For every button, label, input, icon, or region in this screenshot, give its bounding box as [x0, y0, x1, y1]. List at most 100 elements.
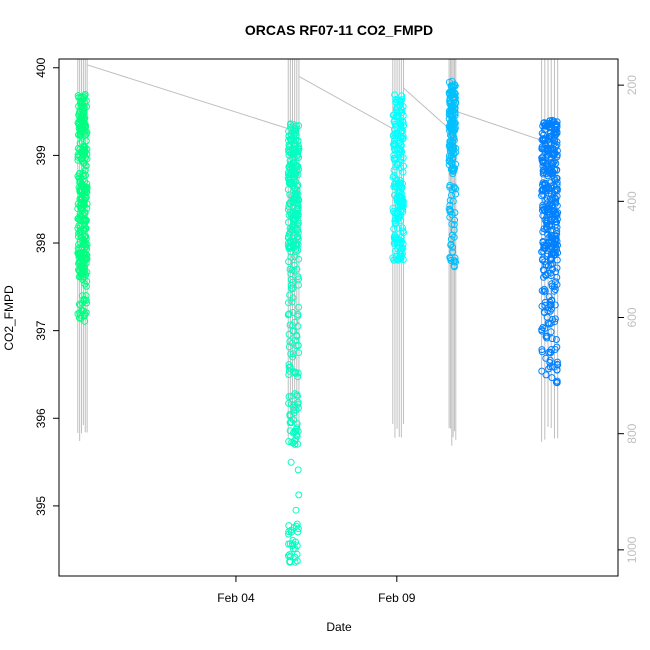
y2-tick-label: 200: [625, 75, 639, 95]
data-point: [546, 356, 554, 364]
data-point: [289, 128, 297, 136]
data-point: [544, 208, 552, 216]
data-point: [449, 248, 457, 256]
data-point: [290, 211, 298, 219]
data-point: [288, 298, 296, 306]
data-point: [538, 156, 546, 164]
data-point: [542, 261, 550, 269]
data-point: [292, 248, 300, 256]
data-point: [80, 142, 88, 150]
data-point: [549, 208, 556, 216]
data-point: [448, 220, 456, 228]
data-point: [81, 280, 89, 288]
data-point: [294, 400, 302, 408]
data-point: [287, 226, 295, 234]
data-point: [289, 350, 297, 358]
data-point: [449, 88, 457, 96]
data-point: [542, 354, 550, 362]
data-point: [286, 412, 294, 420]
data-point: [391, 146, 399, 154]
data-point: [285, 393, 293, 401]
pressure-transit-line: [455, 110, 542, 141]
data-point: [294, 373, 302, 381]
data-point: [397, 164, 405, 172]
data-point: [293, 431, 301, 439]
data-point: [542, 144, 550, 152]
data-point: [286, 558, 294, 566]
data-point: [289, 223, 297, 231]
y2-tick-label: 600: [625, 307, 639, 327]
y-axis-label: CO2_FMPD: [2, 285, 16, 351]
data-point: [392, 180, 400, 187]
data-point: [75, 125, 83, 133]
data-point: [77, 217, 85, 224]
data-point: [545, 348, 553, 356]
data-point: [554, 361, 562, 369]
data-point: [287, 458, 295, 466]
data-point: [286, 553, 294, 561]
data-point: [78, 138, 86, 146]
axes-layer: 395 396 397 398 399 400 200 400 600 800 1000 Feb 04…: [34, 57, 639, 605]
data-point: [544, 183, 552, 191]
data-point: [447, 240, 455, 248]
data-point: [399, 208, 407, 215]
data-point: [392, 174, 399, 182]
data-point: [285, 243, 293, 251]
data-point: [77, 94, 85, 102]
data-point: [552, 336, 560, 343]
data-points-layer: [74, 77, 562, 566]
data-point: [542, 333, 550, 340]
data-point: [544, 269, 552, 277]
data-point: [287, 210, 295, 218]
data-point: [290, 406, 298, 414]
data-point: [80, 120, 88, 128]
data-point: [547, 159, 555, 167]
data-point: [76, 108, 84, 116]
data-point: [544, 219, 551, 227]
data-point: [547, 231, 555, 239]
data-point: [449, 167, 457, 175]
data-point: [291, 440, 299, 448]
data-point: [82, 162, 90, 169]
data-point: [450, 149, 458, 157]
data-point: [285, 136, 292, 144]
data-point: [285, 199, 293, 207]
data-point: [540, 288, 548, 296]
data-point: [550, 158, 558, 166]
data-point: [80, 183, 88, 191]
data-point: [389, 111, 397, 119]
data-point: [286, 321, 294, 329]
data-point: [399, 244, 407, 252]
data-point: [286, 540, 294, 548]
data-point: [285, 363, 293, 371]
data-point: [391, 217, 399, 225]
data-point: [553, 151, 561, 159]
data-point: [292, 506, 300, 514]
data-point: [538, 287, 546, 295]
data-point: [544, 319, 552, 327]
data-point: [295, 491, 303, 499]
data-point: [397, 119, 405, 127]
data-point: [286, 338, 294, 345]
data-point: [294, 427, 302, 435]
data-point: [545, 304, 553, 311]
data-point: [399, 127, 407, 135]
data-point: [79, 226, 87, 234]
data-point: [399, 154, 407, 162]
data-point: [396, 102, 404, 109]
data-point: [551, 186, 559, 194]
data-point: [392, 98, 400, 106]
data-point: [450, 133, 457, 140]
data-point: [450, 183, 458, 191]
data-point: [293, 167, 301, 175]
data-point: [547, 132, 555, 140]
data-point: [549, 265, 557, 273]
data-point: [399, 168, 407, 176]
data-point: [553, 202, 561, 210]
data-point: [545, 184, 553, 192]
data-point: [294, 392, 301, 400]
data-point: [294, 171, 302, 179]
data-point: [81, 186, 88, 194]
data-point: [291, 140, 299, 148]
data-point: [553, 121, 561, 129]
